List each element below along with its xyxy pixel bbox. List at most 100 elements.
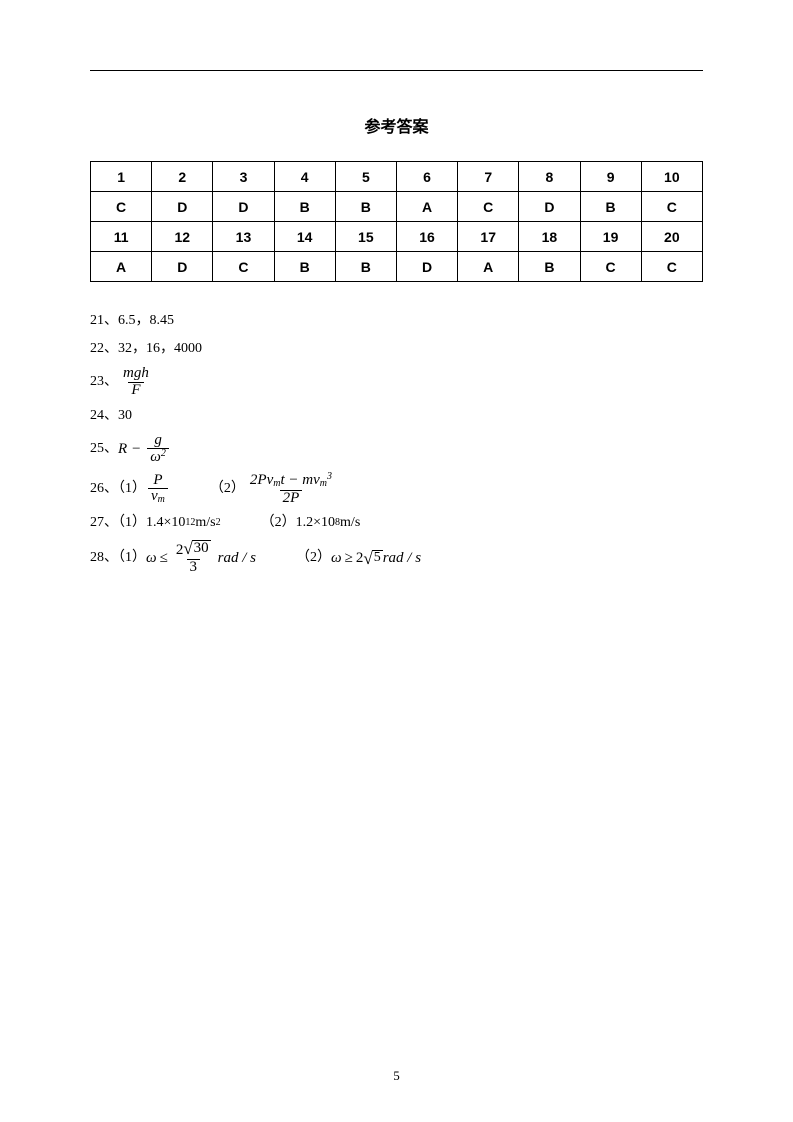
fraction: 2√30 3	[173, 540, 214, 576]
part-label: （2）	[296, 548, 331, 568]
numerator: mgh	[120, 366, 152, 382]
math-var: R	[118, 439, 127, 460]
cell: D	[152, 252, 213, 282]
answer-24: 24、30	[90, 405, 703, 427]
exponent: 3	[327, 471, 332, 482]
answer-table: 1 2 3 4 5 6 7 8 9 10 C D D B B A C D B C…	[90, 161, 703, 282]
cell: B	[580, 192, 641, 222]
exponent: 2	[216, 516, 221, 530]
table-row: 11 12 13 14 15 16 17 18 19 20	[91, 222, 703, 252]
cell: 9	[580, 162, 641, 192]
part-label: （2）1.2×10	[261, 513, 335, 533]
denominator: ω2	[147, 448, 169, 466]
cell: 16	[396, 222, 457, 252]
cell: A	[458, 252, 519, 282]
answer-22: 22、32，16，4000	[90, 338, 703, 360]
cell: 7	[458, 162, 519, 192]
exponent: 2	[161, 448, 166, 459]
top-rule	[90, 70, 703, 71]
var-v: v	[151, 488, 158, 504]
cell: 18	[519, 222, 580, 252]
coeff: 2	[356, 548, 364, 569]
cell: B	[274, 192, 335, 222]
answer-25: 25、 R − g ω2	[90, 433, 703, 467]
answer-label: 28、（1）	[90, 548, 146, 568]
cell: 20	[641, 222, 702, 252]
cell: B	[519, 252, 580, 282]
table-row: C D D B B A C D B C	[91, 192, 703, 222]
unit: m/s	[195, 513, 215, 533]
cell: 11	[91, 222, 152, 252]
answer-26: 26、（1） P vm （2） 2Pvmt − mvm3 2P	[90, 472, 703, 506]
omega: ω	[146, 548, 157, 569]
numerator: 2Pvmt − mvm3	[247, 472, 335, 490]
cell: A	[396, 192, 457, 222]
cell: B	[274, 252, 335, 282]
fraction: g ω2	[147, 433, 169, 467]
fraction: mgh F	[120, 366, 152, 399]
cell: 14	[274, 222, 335, 252]
page-title: 参考答案	[90, 113, 703, 137]
cell: C	[580, 252, 641, 282]
cell: C	[458, 192, 519, 222]
fraction: P vm	[148, 473, 168, 506]
page-number: 5	[0, 1068, 793, 1084]
coeff: 2	[176, 542, 184, 558]
cell: A	[91, 252, 152, 282]
cell: C	[641, 192, 702, 222]
num-part: t − mv	[280, 472, 319, 488]
table-row: A D C B B D A B C C	[91, 252, 703, 282]
answer-label: 27、（1）1.4×10	[90, 513, 185, 533]
cell: 2	[152, 162, 213, 192]
answer-27: 27、（1）1.4×1012m/s2 （2）1.2×108m/s	[90, 512, 703, 534]
cell: 19	[580, 222, 641, 252]
cell: C	[91, 192, 152, 222]
subscript: m	[320, 478, 327, 489]
cell: 6	[396, 162, 457, 192]
numerator: 2√30	[173, 540, 214, 559]
cell: D	[213, 192, 274, 222]
numerator: P	[150, 473, 165, 489]
answers-list: 21、6.5，8.45 22、32，16，4000 23、 mgh F 24、3…	[90, 310, 703, 576]
radicand: 5	[372, 550, 383, 565]
sqrt: √30	[183, 540, 210, 557]
cell: B	[335, 252, 396, 282]
cell: C	[641, 252, 702, 282]
cell: 15	[335, 222, 396, 252]
cell: 4	[274, 162, 335, 192]
ge-sign: ≥	[345, 548, 353, 569]
le-sign: ≤	[160, 548, 168, 569]
fraction: 2Pvmt − mvm3 2P	[247, 472, 335, 506]
minus-sign: −	[131, 439, 141, 460]
denominator: 2P	[280, 490, 303, 507]
cell: 10	[641, 162, 702, 192]
table-row: 1 2 3 4 5 6 7 8 9 10	[91, 162, 703, 192]
cell: D	[152, 192, 213, 222]
sqrt: √5	[363, 550, 382, 567]
subscript: m	[158, 494, 165, 505]
cell: 17	[458, 222, 519, 252]
answer-label: 23、	[90, 372, 118, 392]
cell: 5	[335, 162, 396, 192]
unit: rad / s	[383, 548, 421, 569]
cell: D	[519, 192, 580, 222]
cell: C	[213, 252, 274, 282]
omega: ω	[331, 548, 342, 569]
cell: 13	[213, 222, 274, 252]
denominator: F	[128, 382, 143, 399]
denominator: vm	[148, 488, 168, 506]
cell: 8	[519, 162, 580, 192]
unit: m/s	[340, 513, 360, 533]
answer-label: 26、（1）	[90, 479, 146, 499]
cell: D	[396, 252, 457, 282]
answer-23: 23、 mgh F	[90, 366, 703, 399]
numerator: g	[151, 433, 165, 449]
radicand: 30	[192, 540, 211, 556]
page: 参考答案 1 2 3 4 5 6 7 8 9 10 C D D B B A C …	[0, 0, 793, 1122]
answer-28: 28、（1） ω ≤ 2√30 3 rad / s （2） ω ≥ 2√5rad…	[90, 540, 703, 576]
num-part: 2Pv	[250, 472, 273, 488]
cell: 1	[91, 162, 152, 192]
unit: rad / s	[218, 548, 256, 569]
part-label: （2）	[210, 479, 245, 499]
cell: B	[335, 192, 396, 222]
